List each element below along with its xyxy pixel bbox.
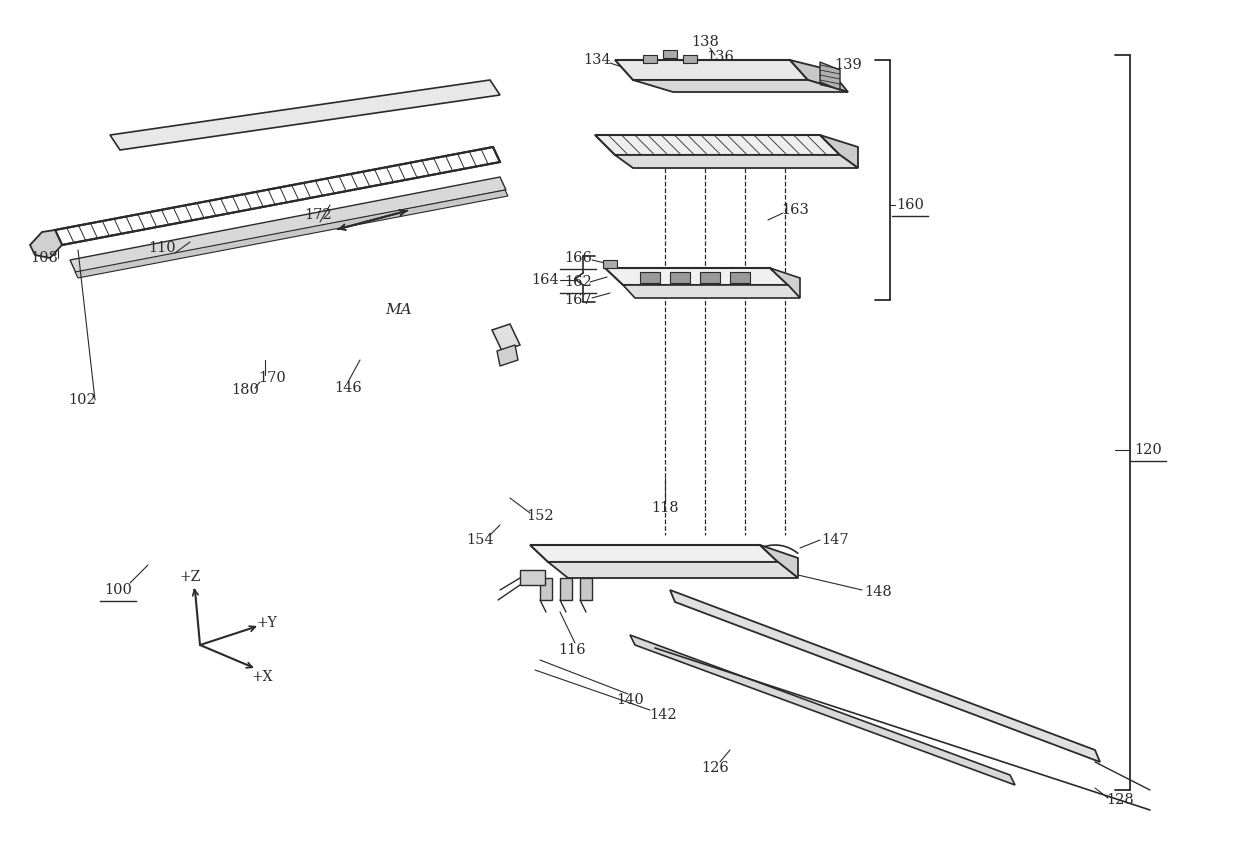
Text: 172: 172	[304, 208, 332, 222]
Text: 102: 102	[68, 393, 95, 407]
Polygon shape	[30, 230, 62, 258]
Text: 134: 134	[583, 53, 611, 67]
Text: 162: 162	[564, 275, 591, 289]
Text: 163: 163	[781, 203, 808, 217]
Text: 116: 116	[558, 643, 585, 657]
Text: 164: 164	[531, 273, 559, 287]
Text: 154: 154	[466, 533, 494, 547]
Polygon shape	[69, 177, 506, 273]
Text: 136: 136	[706, 50, 734, 64]
Polygon shape	[605, 268, 787, 285]
Polygon shape	[790, 60, 848, 92]
Polygon shape	[529, 545, 777, 562]
Polygon shape	[770, 268, 800, 298]
Polygon shape	[820, 62, 839, 90]
Text: 126: 126	[701, 761, 729, 775]
Polygon shape	[595, 135, 839, 155]
Polygon shape	[640, 272, 660, 283]
Polygon shape	[539, 578, 552, 600]
Polygon shape	[730, 272, 750, 283]
Text: 100: 100	[104, 583, 131, 597]
Text: MA: MA	[384, 303, 412, 317]
Text: 139: 139	[835, 58, 862, 72]
Polygon shape	[615, 60, 808, 80]
Text: 138: 138	[691, 35, 719, 49]
Polygon shape	[622, 285, 800, 298]
Polygon shape	[701, 272, 720, 283]
Text: 147: 147	[821, 533, 849, 547]
Polygon shape	[632, 80, 848, 92]
Polygon shape	[603, 260, 618, 268]
Polygon shape	[497, 345, 518, 366]
Polygon shape	[683, 55, 697, 63]
Polygon shape	[548, 562, 799, 578]
Text: 142: 142	[650, 708, 677, 722]
Text: 120: 120	[1135, 443, 1162, 457]
Text: +Y: +Y	[257, 616, 278, 630]
Polygon shape	[663, 50, 677, 58]
Polygon shape	[55, 147, 500, 245]
Text: 160: 160	[897, 198, 924, 212]
Polygon shape	[615, 155, 858, 168]
Polygon shape	[110, 80, 500, 150]
Text: 118: 118	[651, 501, 678, 515]
Text: 140: 140	[616, 693, 644, 707]
Polygon shape	[560, 578, 572, 600]
Text: 146: 146	[334, 381, 362, 395]
Polygon shape	[670, 272, 689, 283]
Polygon shape	[580, 578, 591, 600]
Text: 108: 108	[30, 251, 58, 265]
Polygon shape	[820, 135, 858, 168]
Polygon shape	[520, 570, 546, 585]
Text: 110: 110	[149, 241, 176, 255]
Polygon shape	[492, 324, 520, 351]
Polygon shape	[760, 545, 799, 578]
Text: 148: 148	[864, 585, 892, 599]
Polygon shape	[74, 190, 508, 278]
Text: 152: 152	[526, 509, 554, 523]
Text: 128: 128	[1106, 793, 1133, 807]
Polygon shape	[670, 590, 1100, 762]
Text: +X: +X	[252, 670, 273, 684]
Text: +Z: +Z	[180, 570, 201, 584]
Polygon shape	[644, 55, 657, 63]
Text: 166: 166	[564, 251, 591, 265]
Text: 167: 167	[564, 293, 591, 307]
Polygon shape	[630, 635, 1016, 785]
Text: 180: 180	[231, 383, 259, 397]
Text: 170: 170	[258, 371, 286, 385]
